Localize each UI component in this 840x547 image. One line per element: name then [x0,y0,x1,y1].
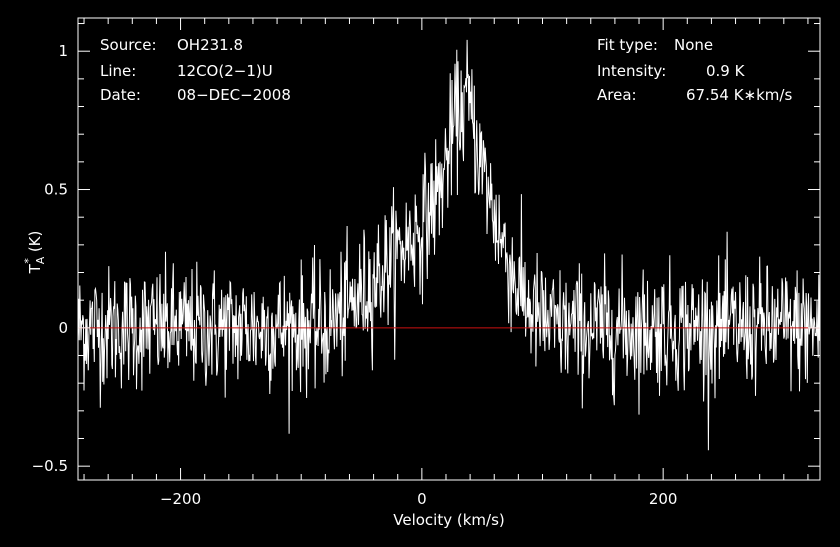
info-right: Fit type: None Intensity: 0.9 K Area: 67… [597,36,792,104]
y-axis-label-main: T [26,263,44,274]
line-value: 12CO(2−1)U [177,62,273,80]
y-tick-label: 1 [58,42,68,60]
source-label: Source: [100,36,157,54]
x-tick-label: 0 [417,490,427,508]
y-tick-label: 0.5 [44,181,68,199]
date-value: 08−DEC−2008 [177,86,291,104]
info-left: Source: OH231.8 Line: 12CO(2−1)U Date: 0… [100,36,291,104]
y-axis-label: TA* (K) [22,231,47,275]
source-value: OH231.8 [177,36,243,54]
intensity-value: 0.9 K [706,62,746,80]
date-label: Date: [100,86,141,104]
y-axis-label-sup: * [22,258,35,264]
axis-ticks: −200 0 200 −0.5 0 0.5 1 [32,18,820,508]
area-label: Area: [597,86,637,104]
area-value: 67.54 K∗km/s [686,86,792,104]
plot-frame [77,17,821,481]
fit-type-label: Fit type: [597,36,658,54]
line-label: Line: [100,62,136,80]
fit-type-value: None [674,36,713,54]
y-axis-label-sub: A [34,256,47,264]
y-tick-label: −0.5 [32,457,68,475]
intensity-label: Intensity: [597,62,666,80]
svg-text:TA*(K): TA* (K) [22,231,47,275]
x-axis-label: Velocity (km/s) [393,511,504,529]
x-tick-label: −200 [160,490,201,508]
spectrum-line [78,39,820,451]
x-tick-label: 200 [649,490,678,508]
y-axis-label-unit: (K) [26,231,44,253]
y-tick-label: 0 [58,319,68,337]
plot-area [78,39,820,451]
